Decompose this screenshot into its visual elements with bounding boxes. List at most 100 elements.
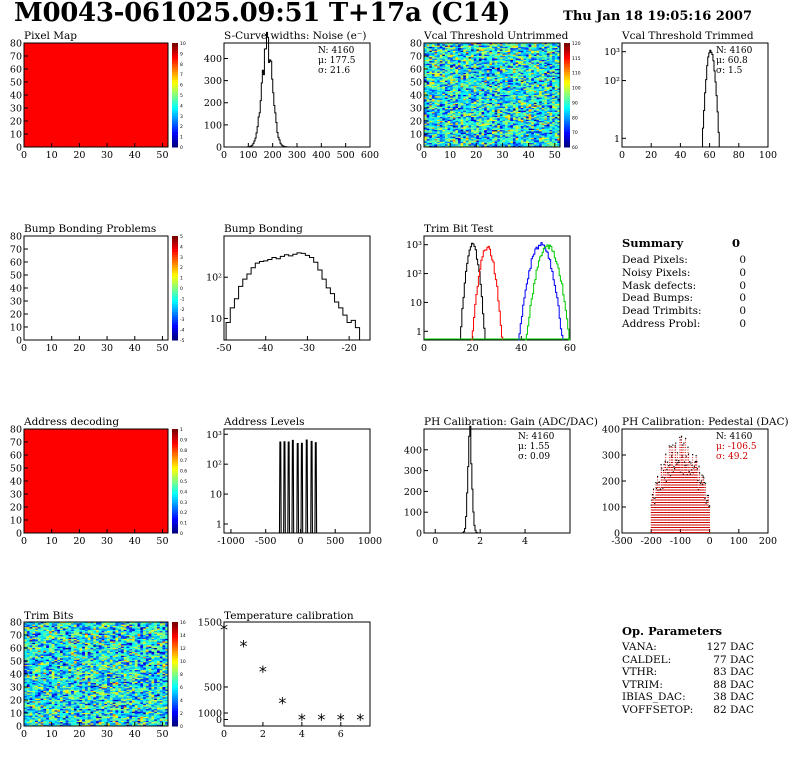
palette-label: -2 [180,307,185,313]
y-tick-label: 10² [406,269,422,280]
stats-entries: N: 4160 [716,432,753,442]
op-parameter-label: VTRIM: [622,678,663,691]
stats-mean: μ: 1.55 [518,442,550,452]
x-tick-label: 0 [21,343,27,354]
x-tick-label: 10 [46,729,58,740]
heatmap-fill [24,429,168,533]
stats-mean: μ: 177.5 [318,56,356,66]
stats-entries: N: 4160 [716,46,753,56]
series-line [525,244,571,341]
spike [278,441,282,534]
spike [283,441,286,534]
x-tick-label: 40 [674,150,686,161]
palette-label: 16 [180,620,186,626]
x-tick-label: 20 [73,150,85,161]
y-tick-label: 1 [216,519,222,530]
plot-frame [23,235,169,341]
y-tick-label: 80 [10,39,22,50]
y-tick-label: 0 [16,722,22,733]
x-tick-label: 20 [645,150,657,161]
histogram-line [460,425,479,534]
summary-panel: Summary 0 Dead Pixels: 0 Noisy Pixels: 0 Ma… [622,236,750,331]
y-tick-label: 30 [10,104,22,115]
y-tick-label: 80 [10,618,22,629]
y-tick-label: 20 [10,310,22,321]
summary-label: Dead Pixels: [622,254,688,266]
y-tick-label: 300 [404,466,422,477]
summary-label: Address Probl: [622,317,701,330]
y-tick-label: 100 [602,503,620,514]
address-levels-title: Address Levels [224,416,305,428]
y-tick-label: 1000 [198,709,222,720]
x-tick-label: 30 [101,150,113,161]
palette-label: 1 [180,276,183,282]
y-tick-label: 50 [10,78,22,89]
x-tick-label: 20 [73,729,85,740]
y-tick-label: 80 [10,425,22,436]
y-tick-label: 10 [10,323,22,334]
spike [287,441,291,534]
spike [300,442,304,534]
palette-label: 0.2 [180,510,187,516]
op-parameter-label: IBIAS_DAC: [622,691,686,704]
palette-label: -1 [180,296,185,302]
y-tick-label: 10 [410,130,422,141]
summary-title: Summary [622,236,684,250]
x-tick-label: 100 [239,150,257,161]
y-tick-label: 20 [10,503,22,514]
y-tick-label: 1500 [198,618,222,629]
y-tick-label: 1 [416,327,422,338]
op-parameter-row: CALDEL: 77 DAC [622,654,754,667]
x-tick-label: 40 [515,343,527,354]
palette-label: 0.8 [180,448,187,454]
heatmap-cells [24,622,169,727]
y-tick-label: 70 [10,631,22,642]
stats-entries: N: 4160 [318,46,355,56]
x-tick-label: 0 [221,150,227,161]
palette-label: 4 [180,698,183,704]
y-tick-label: 60 [10,65,22,76]
palette-label: 0.4 [180,489,187,495]
x-tick-label: 60 [564,343,576,354]
palette-label: -4 [180,328,185,334]
op-parameter-row: VANA: 127 DAC [622,641,754,654]
op-parameter-label: VOFFSETOP: [622,703,694,716]
summary-row: Dead Trimbits: 0 [622,305,750,318]
summary-row: Dead Bumps: 0 [622,292,750,305]
op-parameter-label: VTHR: [622,666,658,679]
ph-pedestal-title: PH Calibration: Pedestal (DAC) [622,416,789,428]
palette-label: 2 [180,124,183,130]
bump-problems-title: Bump Bonding Problems [24,223,157,235]
data-point: * [259,662,267,681]
vcal_trimmed-plot [701,49,720,148]
trim-bit-test-title: Trim Bit Test [424,223,494,235]
histogram-line [225,252,361,340]
op-parameter-value: 38 DAC [713,691,754,704]
x-tick-label: 80 [733,150,745,161]
summary-row: Dead Pixels: 0 [622,254,750,267]
palette-label: 90 [572,100,578,106]
x-tick-label: 2 [477,536,483,547]
y-tick-label: 10³ [206,430,222,441]
y-tick-label: 0 [216,143,222,154]
page-title: M0043-061025.09:51 T+17a (C14) [14,0,511,28]
y-tick-label: 80 [410,39,422,50]
data-point: * [317,710,325,729]
x-tick-label: 10 [46,536,58,547]
x-tick-label: -20 [341,343,356,354]
x-tick-label: 0 [707,536,713,547]
vcal-trimmed-title: Vcal Threshold Trimmed [622,30,754,42]
y-tick-label: 10³ [604,47,620,58]
data-point: * [298,710,306,729]
y-tick-label: 70 [410,52,422,63]
palette-label: 3 [180,255,183,261]
palette-label: 1 [180,427,183,433]
plot-frame [423,428,571,534]
plot-frame [223,235,371,341]
palette-label: 0.9 [180,437,187,443]
y-tick-label: 300 [602,451,620,462]
x-tick-label: -200 [641,536,662,547]
palette-label: 10 [180,41,186,47]
heatmap-cells [424,43,561,148]
summary-label: Noisy Pixels: [622,266,691,279]
